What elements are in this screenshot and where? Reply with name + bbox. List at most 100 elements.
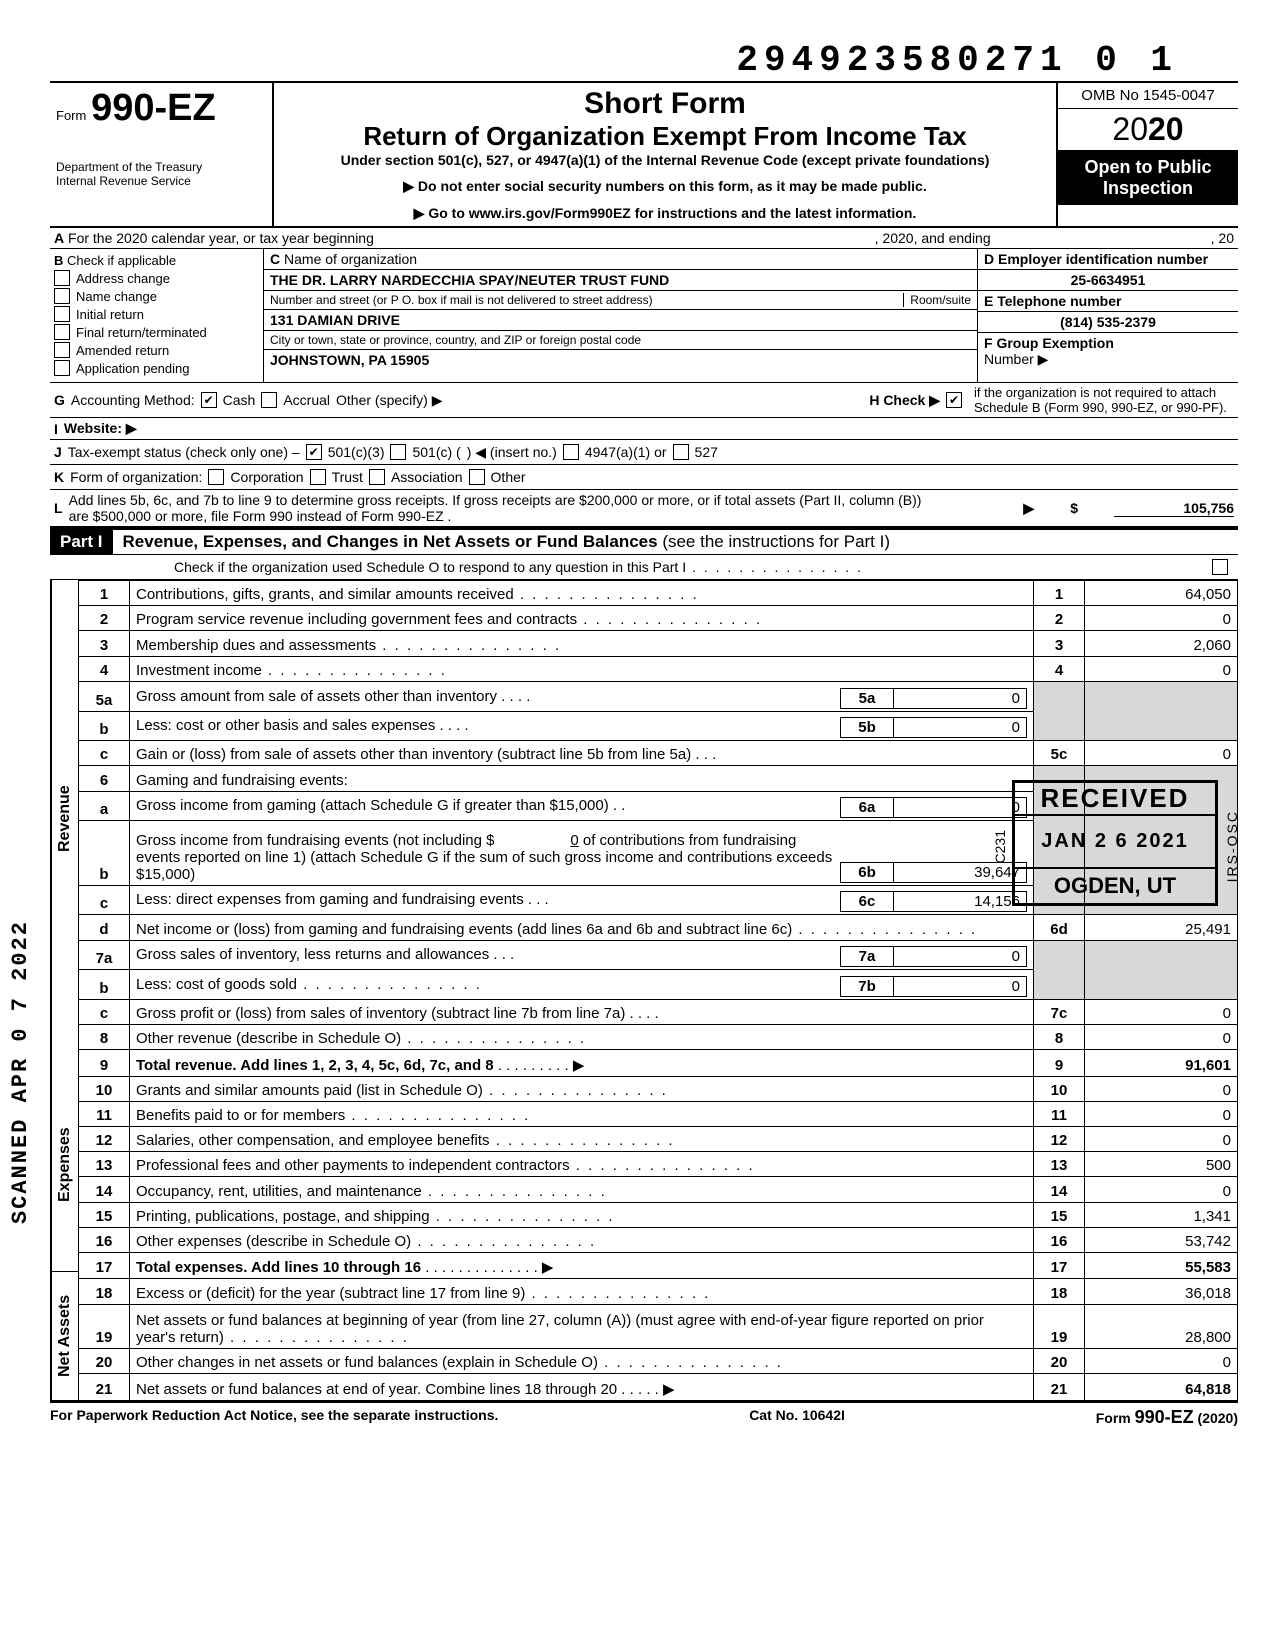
chk-final-return[interactable]: Final return/terminated — [54, 324, 259, 340]
line-6c-desc: Less: direct expenses from gaming and fu… — [136, 891, 524, 908]
label-i: I — [54, 421, 58, 437]
line-20-val: 0 — [1085, 1349, 1238, 1374]
line-6b-val: 39,647 — [894, 862, 1027, 882]
accounting-method-label: Accounting Method: — [71, 392, 195, 408]
label-l: L — [54, 500, 63, 516]
street-address: 131 DAMIAN DRIVE — [264, 310, 977, 331]
row-h-text: H Check ▶ — [869, 392, 940, 409]
line-10-val: 0 — [1085, 1076, 1238, 1101]
line-1-num: 1 — [79, 581, 130, 606]
line-4-desc: Investment income — [136, 662, 262, 679]
chk-schedule-o[interactable] — [1212, 559, 1234, 575]
short-form-title: Short Form — [282, 87, 1048, 121]
line-19-val: 28,800 — [1085, 1304, 1238, 1349]
chk-association[interactable]: Association — [369, 469, 463, 485]
form-header: Form 990-EZ Department of the Treasury I… — [50, 81, 1238, 228]
chk-corporation[interactable]: Corporation — [208, 469, 303, 485]
row-a-text1: For the 2020 calendar year, or tax year … — [68, 230, 374, 246]
label-a: A — [54, 230, 64, 246]
line-3-val: 2,060 — [1085, 631, 1238, 656]
received-label: RECEIVED — [1015, 783, 1215, 816]
line-9-desc: Total revenue. Add lines 1, 2, 3, 4, 5c,… — [136, 1057, 494, 1074]
return-title: Return of Organization Exempt From Incom… — [282, 121, 1048, 152]
chk-527[interactable]: 527 — [673, 444, 718, 460]
line-11-desc: Benefits paid to or for members — [136, 1107, 345, 1124]
line-7a-desc: Gross sales of inventory, less returns a… — [136, 946, 489, 963]
chk-name-change[interactable]: Name change — [54, 288, 259, 304]
line-2-desc: Program service revenue including govern… — [136, 611, 577, 628]
line-6d-val: 25,491 — [1085, 915, 1238, 940]
line-12-desc: Salaries, other compensation, and employ… — [136, 1132, 490, 1149]
line-12-val: 0 — [1085, 1127, 1238, 1152]
line-20-desc: Other changes in net assets or fund bala… — [136, 1354, 598, 1371]
chk-501c3[interactable]: ✔501(c)(3) — [306, 444, 385, 460]
chk-application-pending[interactable]: Application pending — [54, 360, 259, 376]
chk-4947[interactable]: 4947(a)(1) or — [563, 444, 667, 460]
line-5c-val: 0 — [1085, 741, 1238, 766]
scanned-stamp: SCANNED APR 0 7 2022 — [8, 920, 33, 1224]
irs-osc-stamp: IRS-OSC — [1224, 810, 1240, 882]
lines-table: 1 Contributions, gifts, grants, and simi… — [78, 580, 1238, 1401]
row-l-arrow: ▶ — [1023, 500, 1034, 517]
row-a-end: , 20 — [1211, 230, 1234, 246]
footer-cat-no: Cat No. 10642I — [749, 1407, 845, 1428]
line-2-val: 0 — [1085, 606, 1238, 631]
section-net-assets: Net Assets — [51, 1272, 78, 1401]
line-16-val: 53,742 — [1085, 1227, 1238, 1252]
line-15-desc: Printing, publications, postage, and shi… — [136, 1208, 430, 1225]
line-15-val: 1,341 — [1085, 1202, 1238, 1227]
row-h-text2: if the organization is not required to a… — [974, 385, 1234, 415]
line-2-num: 2 — [79, 606, 130, 631]
phone-value: (814) 535-2379 — [978, 312, 1238, 333]
line-8-val: 0 — [1085, 1025, 1238, 1050]
line-5b-desc: Less: cost or other basis and sales expe… — [136, 717, 435, 734]
org-name: THE DR. LARRY NARDECCHIA SPAY/NEUTER TRU… — [264, 270, 977, 291]
line-6d-desc: Net income or (loss) from gaming and fun… — [136, 921, 792, 938]
line-6b-desc1: Gross income from fundraising events (no… — [136, 832, 495, 849]
chk-cash[interactable]: ✔Cash — [201, 392, 256, 408]
line-21-desc: Net assets or fund balances at end of ye… — [136, 1381, 617, 1398]
form-of-org-label: Form of organization: — [70, 469, 202, 485]
line-1-val: 64,050 — [1085, 581, 1238, 606]
street-label: Number and street (or P O. box if mail i… — [270, 293, 903, 307]
chk-trust[interactable]: Trust — [310, 469, 363, 485]
line-13-desc: Professional fees and other payments to … — [136, 1157, 570, 1174]
city-label: City or town, state or province, country… — [264, 331, 977, 350]
form-prefix: Form — [56, 108, 86, 123]
section-expenses: Expenses — [51, 1058, 78, 1272]
line-7c-val: 0 — [1085, 1000, 1238, 1025]
line-10-desc: Grants and similar amounts paid (list in… — [136, 1082, 483, 1099]
received-date: JAN 2 6 2021 — [1015, 816, 1215, 869]
website-label: Website: ▶ — [64, 420, 137, 437]
line-7c-desc: Gross profit or (loss) from sales of inv… — [136, 1005, 625, 1022]
line-5a-desc: Gross amount from sale of assets other t… — [136, 688, 497, 705]
chk-501c[interactable]: 501(c) ( — [390, 444, 460, 460]
instr-goto: ▶ Go to www.irs.gov/Form990EZ for instru… — [282, 205, 1048, 222]
check-if-applicable: Check if applicable — [67, 253, 176, 268]
label-j: J — [54, 444, 62, 460]
chk-address-change[interactable]: Address change — [54, 270, 259, 286]
line-8-desc: Other revenue (describe in Schedule O) — [136, 1030, 401, 1047]
chk-schedule-b[interactable]: ✔ — [946, 392, 968, 408]
chk-other-org[interactable]: Other — [469, 469, 526, 485]
open-to-public: Open to Public — [1064, 157, 1232, 178]
line-5c-desc: Gain or (loss) from sale of assets other… — [136, 746, 691, 763]
line-6a-val: 0 — [894, 798, 1027, 818]
line-5b-val: 0 — [894, 718, 1027, 738]
schedule-o-check-text: Check if the organization used Schedule … — [54, 559, 686, 575]
footer-form: Form 990-EZ (2020) — [1096, 1407, 1238, 1428]
line-6c-val: 14,156 — [894, 892, 1027, 912]
line-9-val: 91,601 — [1085, 1050, 1238, 1076]
section-revenue: Revenue — [51, 580, 78, 1058]
received-stamp: RECEIVED JAN 2 6 2021 OGDEN, UT — [1012, 780, 1218, 906]
line-7a-val: 0 — [894, 947, 1027, 967]
inspection: Inspection — [1064, 178, 1232, 199]
chk-accrual[interactable]: Accrual — [261, 392, 330, 408]
line-18-val: 36,018 — [1085, 1279, 1238, 1304]
chk-initial-return[interactable]: Initial return — [54, 306, 259, 322]
line-11-val: 0 — [1085, 1101, 1238, 1126]
chk-amended-return[interactable]: Amended return — [54, 342, 259, 358]
barcode-number: 294923580271 0 1 — [50, 40, 1178, 81]
label-b: B — [54, 253, 63, 268]
line-16-desc: Other expenses (describe in Schedule O) — [136, 1233, 411, 1250]
